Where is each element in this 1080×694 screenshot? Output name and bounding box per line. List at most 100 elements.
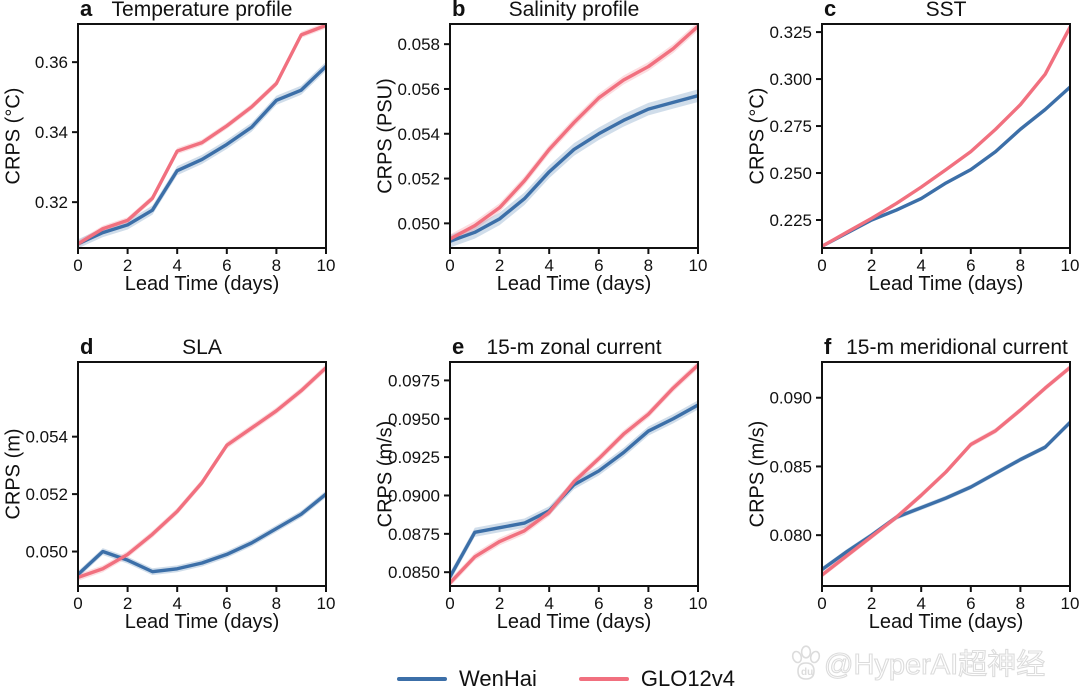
- panel-title-e: 15-m zonal current: [486, 336, 662, 359]
- x-tick-label: 10: [317, 594, 336, 613]
- y-tick-label: 0.085: [769, 457, 812, 476]
- y-tick-label: 0.275: [769, 117, 812, 136]
- y-tick-label: 0.056: [397, 80, 440, 99]
- y-tick-label: 0.225: [769, 211, 812, 230]
- y-tick-label: 0.050: [397, 214, 440, 233]
- x-tick-label: 4: [544, 594, 553, 613]
- x-tick-label: 6: [594, 256, 603, 275]
- x-tick-label: 4: [172, 594, 181, 613]
- wenhai-legend-swatch: [397, 677, 447, 681]
- glo12v4-band: [78, 364, 326, 581]
- x-axis-label-d: Lead Time (days): [124, 611, 280, 633]
- y-tick-label: 0.0950: [388, 410, 440, 429]
- x-tick-label: 10: [317, 256, 336, 275]
- glo12v4-line: [821, 365, 1071, 577]
- plot-frame: [821, 23, 1071, 249]
- y-tick-label: 0.0975: [388, 371, 440, 390]
- panel-letter-b: b: [452, 0, 466, 21]
- wenhai-band: [822, 419, 1070, 572]
- x-tick-label: 4: [916, 256, 925, 275]
- plot-frame: [77, 361, 327, 587]
- glo12v4-legend-label: GLO12v4: [640, 666, 736, 691]
- glo12v4-band: [450, 361, 698, 587]
- x-tick-label: 2: [495, 256, 504, 275]
- x-tick-label: 4: [172, 256, 181, 275]
- plot-area-a: 0 2 4 6 8 10 0.32 0.34 0.36: [35, 23, 336, 275]
- watermark-text: @HyperAI超神经: [824, 648, 1045, 681]
- legend: WenHai GLO12v4: [397, 664, 735, 694]
- wenhai-legend-label: WenHai: [459, 666, 537, 691]
- panel-title-b: Salinity profile: [508, 0, 640, 21]
- x-tick-label: 10: [1061, 594, 1080, 613]
- x-tick-label: 2: [123, 594, 132, 613]
- y-tick-label: 0.054: [397, 125, 440, 144]
- wenhai-line: [821, 85, 1071, 249]
- watermark: du @HyperAI超神经: [788, 641, 1080, 694]
- x-tick-label: 10: [689, 594, 708, 613]
- paw-icon-text: du: [801, 667, 813, 678]
- y-tick-label: 0.0850: [388, 563, 440, 582]
- panel-letter-a: a: [80, 0, 93, 21]
- plot-frame: [77, 23, 327, 249]
- wenhai-line: [821, 420, 1071, 572]
- x-tick-label: 10: [689, 256, 708, 275]
- x-tick-label: 2: [867, 594, 876, 613]
- x-tick-label: 2: [867, 256, 876, 275]
- x-tick-label: 0: [445, 256, 454, 275]
- glo12v4-line: [449, 363, 699, 585]
- x-tick-label: 6: [222, 256, 231, 275]
- panel-letter-c: c: [824, 0, 837, 21]
- x-axis-label-f: Lead Time (days): [868, 611, 1024, 633]
- panel-letter-d: d: [80, 334, 94, 359]
- plot-area-b: 0 2 4 6 8 10 0.050 0.052 0.054 0.056 0.058: [397, 23, 708, 275]
- x-axis-label-c: Lead Time (days): [868, 273, 1024, 295]
- glo12v4-line: [821, 25, 1071, 249]
- y-tick-label: 0.300: [769, 70, 812, 89]
- y-tick-label: 0.0900: [388, 486, 440, 505]
- y-tick-label: 0.250: [769, 164, 812, 183]
- glo12v4-line: [77, 23, 327, 246]
- x-tick-label: 0: [817, 256, 826, 275]
- glo12v4-line: [77, 366, 327, 580]
- glo12v4-line: [449, 24, 699, 241]
- x-tick-label: 8: [272, 594, 281, 613]
- plot-frame: [821, 361, 1071, 587]
- x-tick-label: 6: [966, 256, 975, 275]
- watermark-graphic: du @HyperAI超神经: [791, 645, 1046, 682]
- x-tick-label: 0: [445, 594, 454, 613]
- y-tick-label: 0.0925: [388, 448, 440, 467]
- panel-b: b Salinity profile CRPS (PSU) 0 2 4 6 8 10 0.0…: [375, 0, 708, 295]
- y-tick-label: 0.058: [397, 35, 440, 54]
- glo12v4-band: [450, 23, 698, 244]
- x-tick-label: 10: [1061, 256, 1080, 275]
- wenhai-band: [78, 490, 326, 578]
- y-tick-label: 0.052: [25, 485, 68, 504]
- x-tick-label: 0: [817, 594, 826, 613]
- x-tick-label: 0: [73, 594, 82, 613]
- y-tick-label: 0.080: [769, 526, 812, 545]
- panel-e: e 15-m zonal current CRPS (m/s) 0 2 4 6 8 10 0…: [375, 336, 708, 634]
- plot-area-c: 0 2 4 6 8 10 0.225 0.250 0.275 0.300 0.325: [769, 23, 1080, 275]
- x-tick-label: 8: [272, 256, 281, 275]
- y-tick-label: 0.050: [25, 543, 68, 562]
- wenhai-band: [450, 400, 698, 582]
- wenhai-band: [822, 86, 1070, 248]
- plot-frame: [449, 361, 699, 587]
- glo12v4-legend-swatch: [578, 677, 629, 681]
- x-tick-label: 6: [966, 594, 975, 613]
- y-tick-label: 0.34: [35, 123, 68, 142]
- x-tick-label: 0: [73, 256, 82, 275]
- x-tick-label: 8: [644, 594, 653, 613]
- x-axis-label-e: Lead Time (days): [496, 611, 652, 633]
- panel-letter-f: f: [824, 334, 832, 359]
- plot-frame: [449, 23, 699, 249]
- panel-letter-e: e: [452, 334, 465, 359]
- panel-title-d: SLA: [182, 336, 222, 359]
- y-tick-label: 0.052: [397, 170, 440, 189]
- panel-title-a: Temperature profile: [111, 0, 293, 21]
- wenhai-line: [449, 93, 699, 243]
- plot-area-e: 0 2 4 6 8 10 0.0850 0.0875 0.0900 0.0925 0.0950 0.0…: [388, 361, 708, 613]
- x-tick-label: 2: [123, 256, 132, 275]
- y-tick-label: 0.36: [35, 53, 68, 72]
